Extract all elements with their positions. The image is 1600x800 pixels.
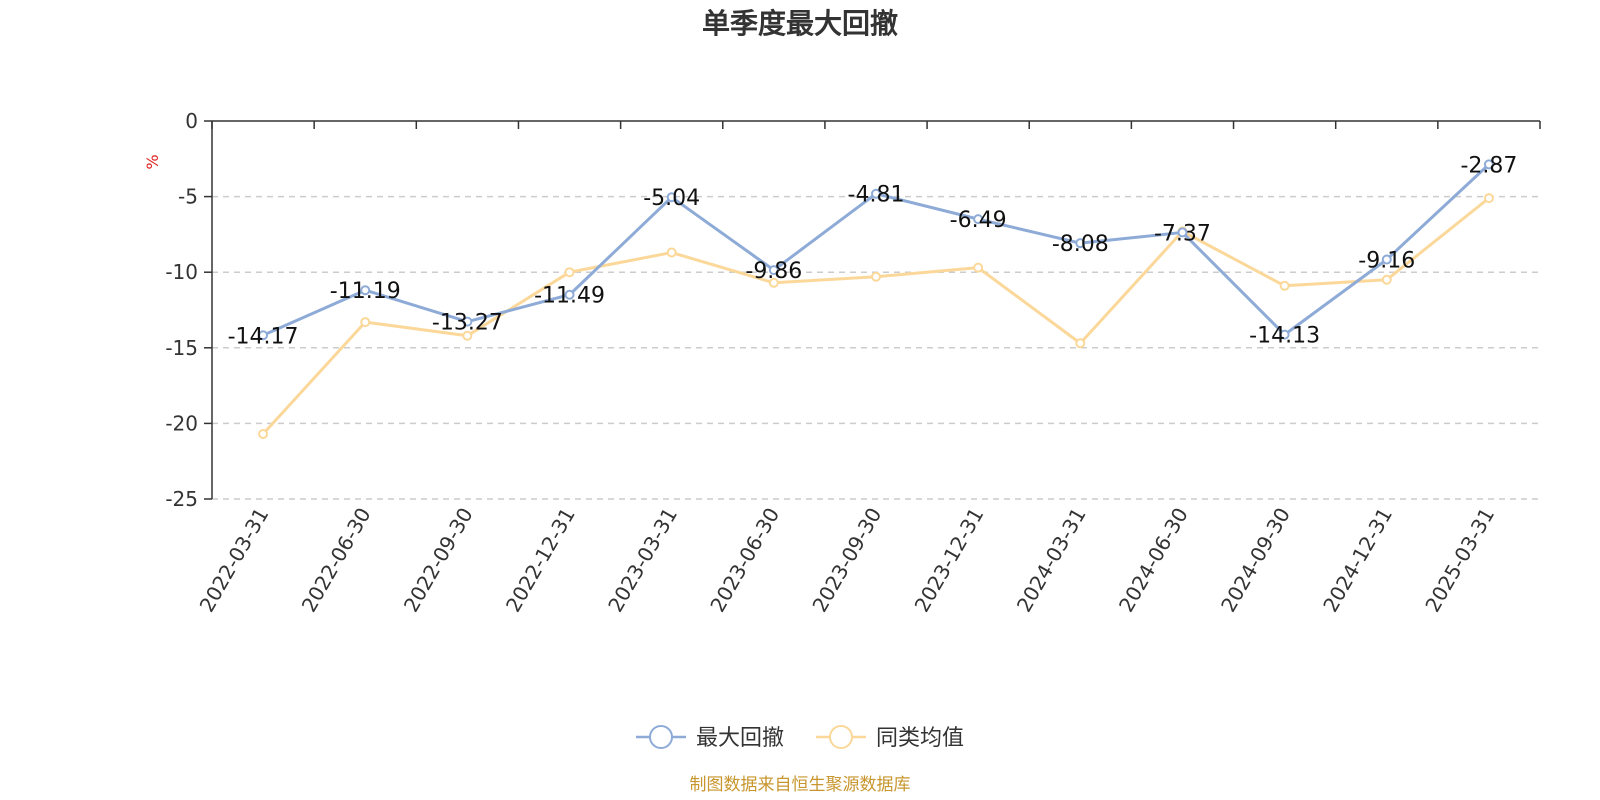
data-point[interactable]: [1279, 280, 1290, 291]
y-tick-label: -25: [165, 487, 198, 511]
data-point[interactable]: [1075, 338, 1086, 349]
x-tick-label: 2023-09-30: [807, 504, 886, 617]
data-label: -8.08: [1052, 232, 1109, 257]
data-label: -5.04: [643, 186, 700, 211]
y-tick-label: -5: [178, 185, 198, 209]
data-point[interactable]: [666, 192, 677, 203]
x-tick-label: 2022-12-31: [501, 504, 580, 617]
legend-circle-icon: [829, 725, 853, 749]
data-point[interactable]: [360, 317, 371, 328]
data-point[interactable]: [564, 289, 575, 300]
data-label: -7.37: [1154, 221, 1211, 246]
x-tick-label: 2023-06-30: [705, 504, 784, 617]
data-point[interactable]: [871, 271, 881, 282]
data-point[interactable]: [871, 188, 881, 199]
data-label: -11.19: [330, 279, 401, 304]
data-label: -11.49: [534, 284, 605, 309]
data-label: -9.86: [745, 259, 802, 284]
legend-circle-icon: [649, 725, 673, 749]
data-label: -6.49: [950, 208, 1007, 233]
x-tick-label: 2024-12-31: [1318, 504, 1397, 617]
source-note: 制图数据来自恒生聚源数据库: [690, 775, 911, 795]
data-label: -4.81: [848, 183, 905, 208]
data-point[interactable]: [973, 214, 984, 225]
legend-item-2[interactable]: 同类均值: [816, 725, 964, 751]
data-point[interactable]: [768, 265, 779, 276]
x-tick-label: 2023-12-31: [910, 504, 989, 617]
data-point[interactable]: [973, 262, 984, 273]
data-point[interactable]: [258, 330, 269, 341]
data-point[interactable]: [1381, 274, 1392, 285]
x-tick-label: 2024-03-31: [1012, 504, 1091, 617]
x-tick-label: 2023-03-31: [603, 504, 682, 617]
x-tick-label: 2025-03-31: [1420, 504, 1499, 617]
data-label: -14.13: [1249, 324, 1320, 349]
legend-item-1[interactable]: 最大回撤: [636, 725, 784, 751]
data-label: -2.87: [1460, 153, 1517, 178]
data-label: -13.27: [432, 311, 503, 336]
data-point[interactable]: [564, 267, 575, 278]
x-tick-label: 2022-09-30: [399, 504, 478, 617]
data-label: -14.17: [228, 324, 299, 349]
data-point[interactable]: [258, 428, 269, 439]
data-point[interactable]: [1177, 227, 1188, 238]
data-labels: -14.17 -11.19 -13.27 -11.49 -5.04 -9.86 -4.81 -…: [228, 153, 1518, 349]
x-tick-label: 2022-06-30: [297, 504, 376, 617]
data-point[interactable]: [768, 277, 779, 288]
x-tick-label: 2024-06-30: [1114, 504, 1193, 617]
data-point[interactable]: [462, 330, 473, 341]
y-axis-unit-label: %: [143, 154, 162, 169]
legend-label: 同类均值: [876, 726, 964, 751]
grid-lines: [212, 195, 1540, 500]
data-point[interactable]: [462, 316, 473, 327]
y-tick-label: -15: [165, 336, 198, 360]
data-point[interactable]: [1381, 254, 1392, 265]
data-point[interactable]: [666, 247, 677, 258]
data-point[interactable]: [1483, 193, 1494, 204]
y-tick-label: -20: [165, 411, 198, 435]
legend-label: 最大回撤: [696, 726, 784, 751]
y-tick-label: -10: [165, 260, 198, 284]
x-tick-label: 2022-03-31: [195, 504, 274, 617]
x-tick-label: 2024-09-30: [1216, 504, 1295, 617]
data-label: -9.16: [1358, 248, 1415, 273]
legend[interactable]: 最大回撤 同类均值: [636, 725, 964, 751]
data-point[interactable]: [360, 285, 371, 296]
data-point[interactable]: [1279, 329, 1290, 340]
chart-title: 单季度最大回撤: [702, 7, 898, 40]
data-point[interactable]: [1483, 159, 1494, 170]
series-lines: [258, 159, 1494, 439]
y-tick-label: 0: [185, 109, 198, 133]
data-point[interactable]: [1075, 238, 1086, 249]
